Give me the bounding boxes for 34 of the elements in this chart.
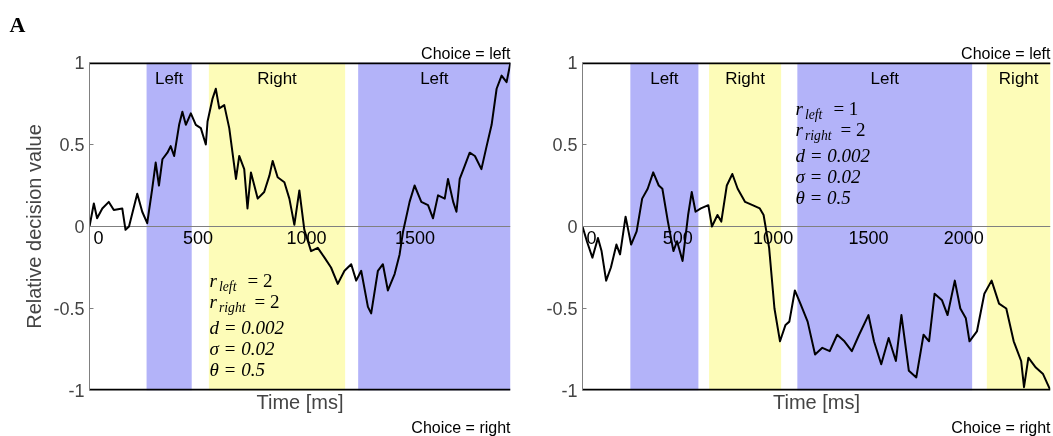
annotation: d = 0.002 <box>209 317 285 339</box>
x-axis-title: Time [ms] <box>256 390 344 413</box>
x-tick-label: 0 <box>93 227 104 248</box>
y-axis-title: Relative decision value <box>23 124 46 329</box>
band-label: Right <box>725 68 766 88</box>
ref-line-label: Choice = right <box>411 418 512 436</box>
band-label: Right <box>257 68 298 88</box>
y-tick-label: -0.5 <box>546 299 578 319</box>
annotation: σ = 0.02 <box>795 165 861 187</box>
x-axis-title: Time [ms] <box>772 390 861 413</box>
x-tick-label: 500 <box>182 227 214 248</box>
text: A <box>9 11 26 37</box>
annotation: θ = 0.5 <box>209 359 265 381</box>
ref-line-label: Choice = left <box>961 44 1052 62</box>
x-tick-label: 0 <box>586 227 597 248</box>
band-label: Right <box>998 68 1039 88</box>
ref-line-label: Choice = right <box>951 418 1052 436</box>
y-tick-label: -0.5 <box>53 299 85 319</box>
y-tick-label: 0.5 <box>59 135 85 155</box>
y-tick-label: 1 <box>74 53 85 73</box>
y-tick-label: 1 <box>567 53 578 73</box>
y-tick-label: -1 <box>68 381 85 401</box>
x-tick-label: 1500 <box>848 227 889 248</box>
y-tick-label: 0.5 <box>552 135 578 155</box>
y-tick-label: -1 <box>561 381 578 401</box>
band-label: Left <box>870 68 900 88</box>
annotation: θ = 0.5 <box>795 186 851 208</box>
annotation: d = 0.002 <box>795 144 871 166</box>
band-label: Left <box>154 68 184 88</box>
annotation: σ = 0.02 <box>209 338 275 360</box>
band-label: Left <box>650 68 679 88</box>
ref-line-label: Choice = left <box>421 44 512 62</box>
x-tick-label: 2000 <box>943 227 984 248</box>
band-label: Left <box>420 68 449 88</box>
